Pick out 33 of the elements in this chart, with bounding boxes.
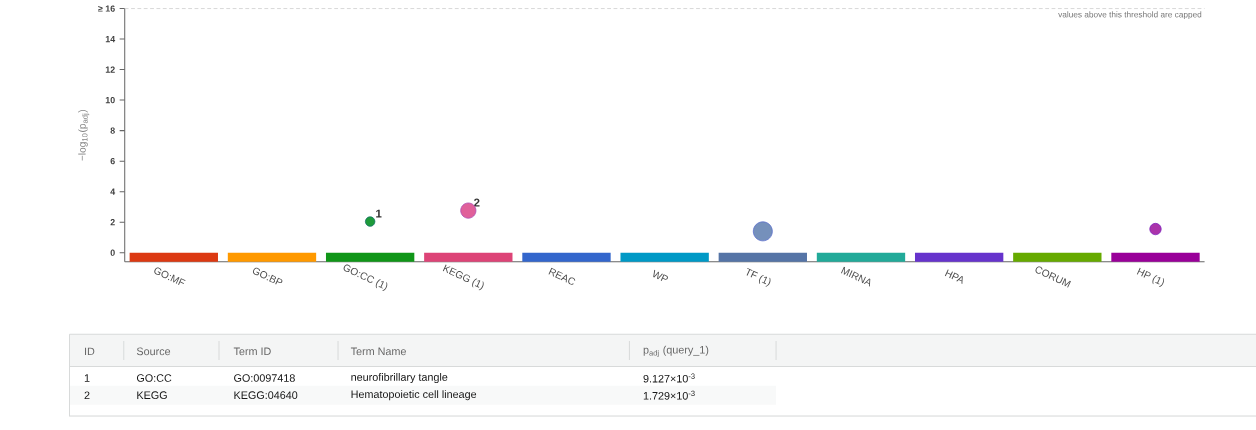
- text: Term Name: [350, 347, 406, 355]
- y-tick-label: 8: [110, 127, 115, 134]
- annotation: 2: [474, 198, 480, 207]
- y-axis-title: −log$_{10}$(p$_{adj}$): [78, 109, 90, 161]
- x-tick-label: TF (1): [746, 267, 771, 287]
- y-tick-label: ≥ 16: [98, 5, 115, 12]
- text: p$_{adj}$ (query_1): [643, 345, 709, 357]
- text: Source: [136, 347, 171, 355]
- x-tick-label: HP (1): [1136, 267, 1164, 287]
- text: 1: [84, 374, 90, 382]
- y-tick-label: 2: [110, 218, 115, 226]
- text: GO:0097418: [234, 374, 295, 382]
- annotation: 1: [376, 209, 382, 218]
- text: neurofibrillary tangle: [351, 372, 448, 383]
- y-tick-label: 12: [105, 66, 115, 73]
- text: Term ID: [233, 347, 271, 355]
- y-tick-label: 10: [105, 96, 115, 104]
- x-tick-label: REAC: [548, 267, 576, 285]
- text: KEGG: [137, 391, 167, 399]
- ref-line-label: values above this threshold are capped: [1058, 11, 1202, 19]
- text: KEGG:04640: [234, 391, 298, 399]
- y-tick-label: 4: [110, 188, 116, 195]
- x-tick-label: HPA: [944, 269, 963, 284]
- text: 9.127×10$^{-3}$: [643, 373, 695, 383]
- text: 2: [84, 391, 90, 399]
- text: Hematopoietic cell lineage: [351, 389, 477, 400]
- y-tick-label: 6: [110, 157, 115, 165]
- x-tick-label: WP: [653, 269, 668, 281]
- y-tick-label: 14: [105, 35, 116, 42]
- text: GO:CC: [136, 374, 172, 382]
- text: 1.729×10$^{-3}$: [643, 390, 695, 400]
- y-tick-label: 0: [110, 249, 115, 256]
- text: ID: [85, 347, 95, 355]
